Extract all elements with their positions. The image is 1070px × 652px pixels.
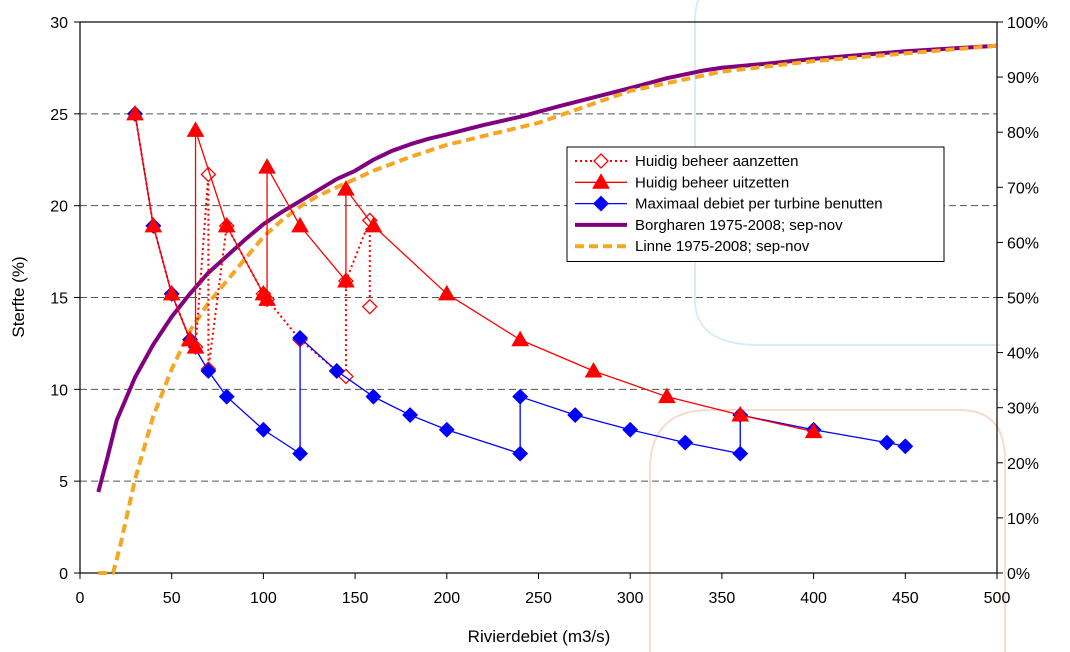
y-axis-left: 0 5 10 15 20 25 30 bbox=[50, 15, 80, 583]
y-tick-label: 15 bbox=[50, 291, 68, 308]
y2-tick-label: 40% bbox=[1007, 346, 1039, 363]
x-tick-label: 400 bbox=[800, 590, 827, 607]
data-point bbox=[292, 329, 308, 346]
y2-tick-label: 80% bbox=[1007, 125, 1039, 142]
x-tick-label: 250 bbox=[525, 590, 552, 607]
data-point bbox=[567, 407, 584, 423]
y2-tick-label: 30% bbox=[1007, 401, 1039, 418]
data-point bbox=[804, 422, 823, 439]
data-point bbox=[337, 271, 355, 288]
series-4 bbox=[96, 43, 998, 493]
x-tick-label: 450 bbox=[892, 590, 919, 607]
data-point bbox=[677, 434, 694, 451]
y2-tick-label: 60% bbox=[1007, 235, 1039, 252]
y-tick-label: 20 bbox=[50, 199, 68, 216]
data-point bbox=[328, 363, 345, 379]
y-tick-label: 25 bbox=[50, 107, 68, 124]
y2-tick-label: 70% bbox=[1007, 180, 1039, 197]
x-tick-label: 150 bbox=[342, 590, 369, 607]
legend-swatch-marker bbox=[593, 195, 609, 212]
data-point bbox=[402, 407, 419, 423]
y-tick-label: 5 bbox=[59, 474, 68, 491]
data-point bbox=[200, 166, 217, 183]
y2-tick-label: 0% bbox=[1007, 566, 1030, 583]
x-tick-label: 350 bbox=[709, 590, 736, 607]
data-point bbox=[258, 158, 276, 174]
y-axis-title: Sterfte (%) bbox=[9, 256, 28, 337]
y-axis-right: 0% 10% 20% 30% 40% 50% 60% 70% 80% 90% 100% bbox=[997, 15, 1048, 583]
data-point bbox=[186, 338, 205, 354]
x-axis-title: Rivierdebiet (m3/s) bbox=[468, 627, 611, 646]
data-point bbox=[291, 216, 309, 233]
legend-item: Huidig beheer uitzetten bbox=[635, 174, 789, 191]
x-axis: 0 50 100 150 200 250 300 350 400 450 500 bbox=[76, 573, 1011, 607]
data-point bbox=[258, 290, 276, 306]
x-tick-label: 100 bbox=[250, 590, 277, 607]
x-tick-label: 500 bbox=[984, 590, 1011, 607]
data-point bbox=[162, 284, 181, 301]
data-point bbox=[144, 216, 163, 233]
x-tick-label: 300 bbox=[617, 590, 644, 607]
data-point bbox=[365, 388, 382, 405]
data-point bbox=[438, 421, 455, 438]
data-point bbox=[126, 104, 144, 121]
legend-item: Huidig beheer aanzetten bbox=[635, 153, 798, 170]
series-line bbox=[96, 43, 998, 493]
data-point bbox=[218, 388, 235, 405]
x-tick-label: 0 bbox=[76, 590, 85, 607]
y2-tick-label: 50% bbox=[1007, 291, 1039, 308]
legend: Huidig beheer aanzetten Huidig beheer uit… bbox=[566, 146, 945, 262]
data-point bbox=[361, 298, 378, 315]
data-point bbox=[200, 363, 217, 379]
data-point bbox=[658, 387, 676, 404]
legend-box bbox=[566, 146, 945, 262]
y2-tick-label: 20% bbox=[1007, 456, 1039, 473]
data-point bbox=[879, 434, 895, 451]
data-point bbox=[255, 421, 272, 438]
legend-swatch-marker bbox=[592, 173, 610, 189]
series-2 bbox=[126, 104, 823, 439]
watermark bbox=[649, 0, 1006, 652]
x-tick-label: 200 bbox=[433, 590, 460, 607]
data-point bbox=[897, 438, 914, 455]
y2-tick-label: 100% bbox=[1007, 15, 1048, 32]
data-point bbox=[732, 445, 749, 462]
series-1 bbox=[127, 105, 378, 385]
y-tick-label: 30 bbox=[50, 15, 68, 32]
series-layer bbox=[96, 43, 998, 575]
data-point bbox=[186, 121, 205, 137]
series-line bbox=[134, 113, 371, 378]
legend-item: Linne 1975-2008; sep-nov bbox=[635, 238, 810, 255]
data-point bbox=[512, 445, 529, 462]
legend-swatch-marker bbox=[593, 153, 609, 169]
series-5 bbox=[98, 43, 998, 575]
data-point bbox=[437, 284, 456, 301]
data-point bbox=[217, 216, 236, 233]
series-line bbox=[98, 43, 998, 575]
data-point bbox=[731, 406, 750, 422]
y2-tick-label: 10% bbox=[1007, 511, 1039, 528]
data-point bbox=[584, 361, 603, 378]
data-point bbox=[364, 216, 383, 233]
x-tick-label: 50 bbox=[163, 590, 181, 607]
y-tick-label: 0 bbox=[59, 566, 68, 583]
data-point bbox=[337, 180, 355, 196]
y-tick-label: 10 bbox=[50, 382, 68, 399]
y2-tick-label: 90% bbox=[1007, 70, 1039, 87]
legend-item: Borgharen 1975-2008; sep-nov bbox=[635, 217, 843, 234]
legend-item: Maximaal debiet per turbine benutten bbox=[635, 196, 883, 213]
data-point bbox=[511, 330, 530, 347]
data-point bbox=[622, 421, 639, 438]
data-point bbox=[292, 445, 308, 462]
data-point bbox=[512, 388, 529, 405]
